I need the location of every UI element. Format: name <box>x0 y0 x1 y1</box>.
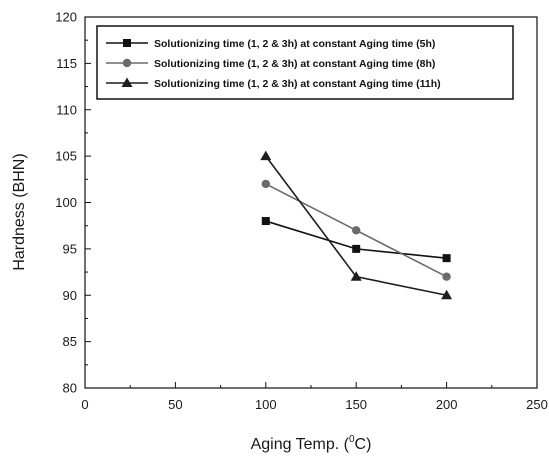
y-tick-label: 110 <box>56 102 77 117</box>
axis-ticks: 0 50 100 150 200 250 80 85 90 95 100 105 110 115 120 <box>55 10 548 413</box>
y-tick-label: 95 <box>63 241 77 256</box>
x-tick-label: 250 <box>526 397 548 412</box>
legend-box <box>96 25 514 100</box>
series-3-point <box>260 150 272 161</box>
x-axis-title-superscript: 0 <box>349 434 355 445</box>
x-tick-label: 0 <box>81 397 88 412</box>
series-2-point <box>261 179 270 189</box>
series-3-point <box>350 271 362 281</box>
legend-label-1: Solutionizing time (1, 2 & 3h) at consta… <box>154 38 435 50</box>
x-axis-title-main: Aging Temp. ( <box>251 436 350 453</box>
series-layer <box>260 150 453 300</box>
x-axis-title: Aging Temp. (0C) <box>251 434 372 453</box>
x-tick-label: 100 <box>255 397 277 412</box>
y-tick-label: 85 <box>63 334 77 349</box>
x-tick-label: 200 <box>436 397 458 412</box>
legend: Solutionizing time (1, 2 & 3h) at consta… <box>96 25 514 100</box>
y-tick-label: 120 <box>55 10 77 25</box>
y-tick-label: 80 <box>63 381 77 396</box>
y-tick-label: 115 <box>56 56 77 71</box>
series-1-point <box>261 217 270 226</box>
legend-marker-2 <box>122 58 132 68</box>
x-axis-title-unit: C) <box>355 436 372 453</box>
series-1-point <box>352 244 361 253</box>
legend-marker-3 <box>121 77 133 87</box>
legend-label-2: Solutionizing time (1, 2 & 3h) at consta… <box>154 58 435 70</box>
series-2-point <box>352 226 361 235</box>
x-tick-label: 50 <box>168 397 182 412</box>
y-tick-label: 100 <box>55 195 77 210</box>
x-tick-label: 150 <box>345 397 367 412</box>
legend-label-3: Solutionizing time (1, 2 & 3h) at consta… <box>154 78 441 90</box>
legend-marker-1 <box>123 39 131 47</box>
y-tick-label: 105 <box>55 149 77 164</box>
y-axis-title: Hardness (BHN) <box>11 153 28 270</box>
y-tick-label: 90 <box>63 288 77 303</box>
series-1-point <box>442 254 451 263</box>
series-2-point <box>442 272 451 281</box>
series-3-point <box>441 289 453 300</box>
